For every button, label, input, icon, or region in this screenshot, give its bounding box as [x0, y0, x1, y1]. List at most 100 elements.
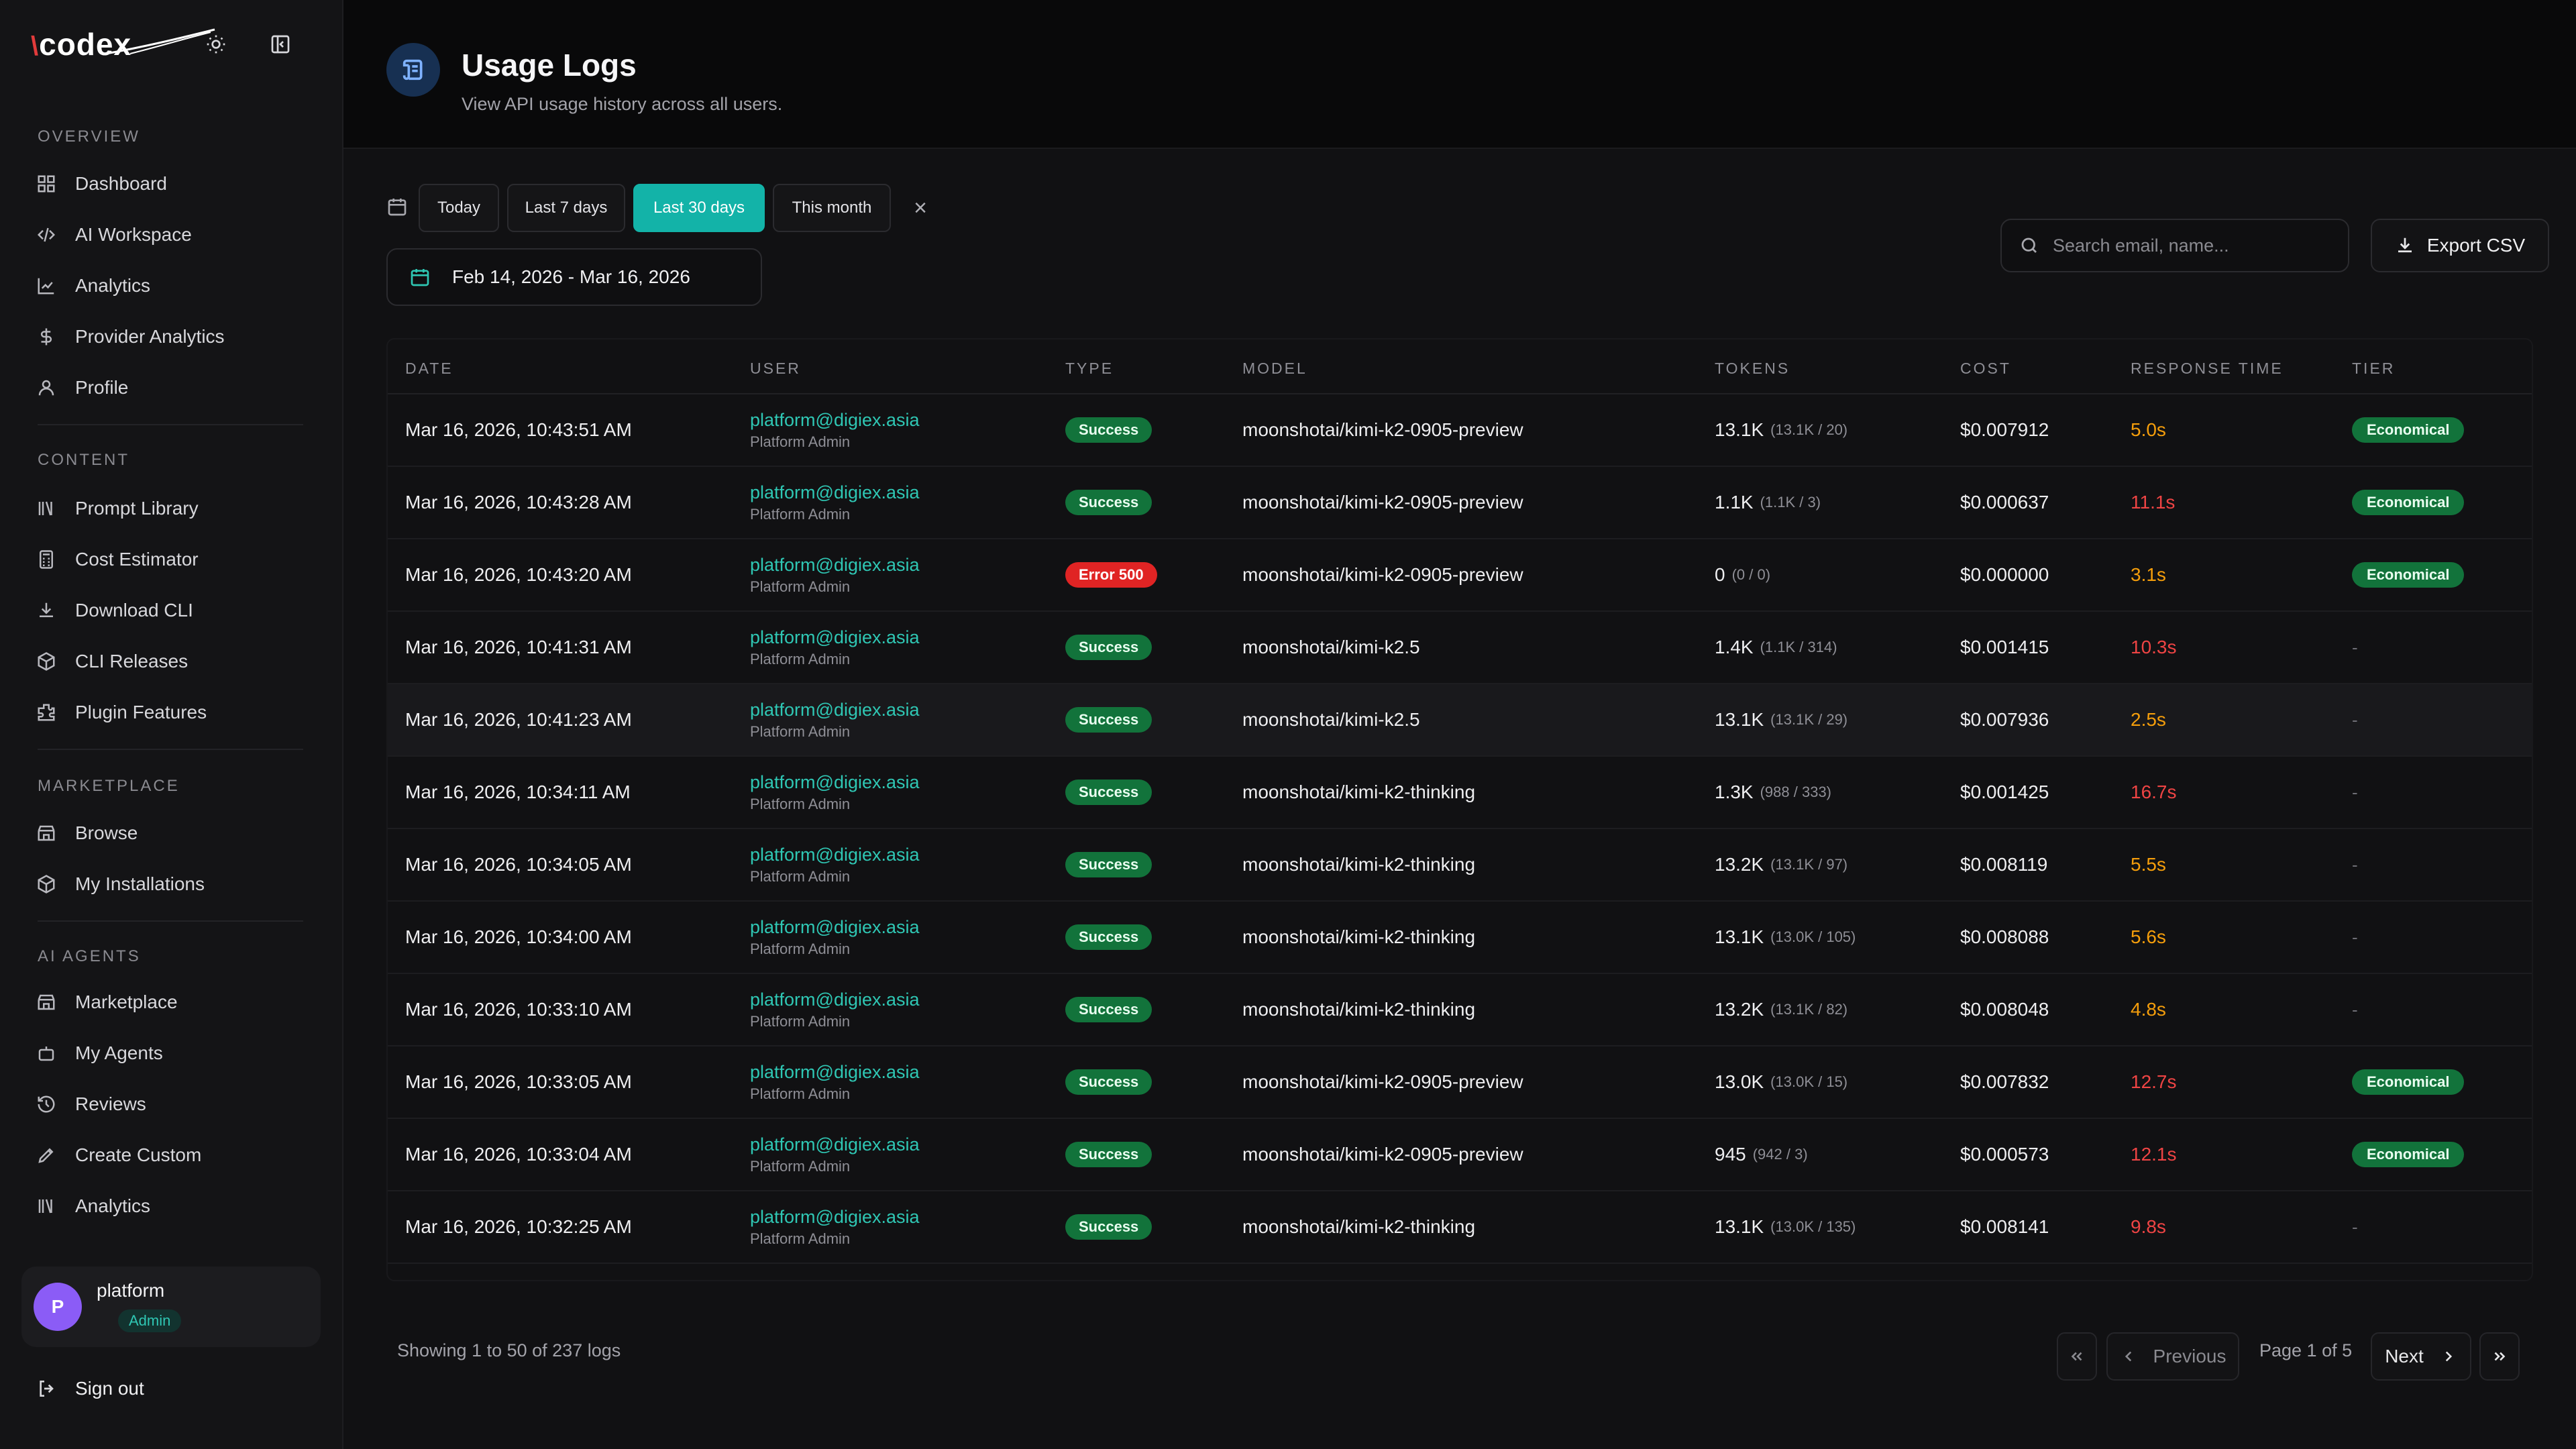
sidebar-item-download-cli[interactable]: Download CLI — [36, 592, 193, 629]
table-row[interactable]: Mar 16, 2026, 10:33:10 AM platform@digiex… — [388, 974, 2532, 1046]
cell-model: moonshotai/kimi-k2-0905-preview — [1242, 492, 1523, 513]
sign-out-button[interactable]: Sign out — [36, 1378, 144, 1399]
brand-logo[interactable]: \codex — [31, 24, 215, 64]
tokens-detail: (13.0K / 105) — [1770, 928, 1856, 945]
sidebar-item-analytics[interactable]: Analytics — [36, 1187, 150, 1225]
previous-page-button[interactable]: Previous — [2106, 1332, 2239, 1381]
tokens-detail: (13.0K / 135) — [1770, 1218, 1856, 1235]
avatar: P — [34, 1283, 82, 1331]
column-model[interactable]: MODEL — [1242, 360, 1307, 377]
cell-model: moonshotai/kimi-k2-thinking — [1242, 926, 1476, 947]
user-email-link[interactable]: platform@digiex.asia — [750, 771, 920, 792]
sidebar-item-ai-workspace[interactable]: AI Workspace — [36, 216, 192, 254]
sidebar-item-my-agents[interactable]: My Agents — [36, 1034, 163, 1072]
preset-today-button[interactable]: Today — [419, 184, 499, 232]
sidebar-item-prompt-library[interactable]: Prompt Library — [36, 490, 199, 527]
user-role: Platform Admin — [750, 1085, 851, 1102]
cell-date: Mar 16, 2026, 10:33:05 AM — [405, 1071, 632, 1092]
cell-date: Mar 16, 2026, 10:33:04 AM — [405, 1144, 632, 1165]
preset-last-30-days-button[interactable]: Last 30 days — [633, 184, 765, 232]
browse-icon — [38, 825, 55, 841]
sidebar-item-reviews[interactable]: Reviews — [36, 1085, 146, 1123]
cell-cost: $0.007936 — [1960, 709, 2049, 730]
user-card[interactable]: P platform Admin — [21, 1267, 321, 1347]
column-cost[interactable]: COST — [1960, 360, 2011, 377]
sidebar: \codex OVERVIEW Dashboard AI Workspace Anal… — [0, 0, 343, 1449]
user-email-link[interactable]: platform@digiex.asia — [750, 1134, 920, 1155]
cell-model: moonshotai/kimi-k2-thinking — [1242, 782, 1476, 802]
user-role: Platform Admin — [750, 795, 851, 812]
status-badge: Success — [1065, 852, 1152, 877]
export-csv-button[interactable]: Export CSV — [2371, 219, 2549, 272]
table-row[interactable]: Mar 16, 2026, 10:43:20 AM platform@digiex… — [388, 539, 2532, 612]
preset-last-7-days-button[interactable]: Last 7 days — [507, 184, 625, 232]
download-cli-icon — [40, 602, 53, 617]
sidebar-item-provider-analytics[interactable]: Provider Analytics — [36, 318, 225, 356]
table-row[interactable]: Mar 16, 2026, 10:34:00 AM platform@digiex… — [388, 902, 2532, 974]
tokens-detail: (942 / 3) — [1752, 1146, 1808, 1163]
column-user[interactable]: USER — [750, 360, 801, 377]
cell-tokens: 945 (942 / 3) — [1715, 1119, 1808, 1190]
my-installations-icon — [38, 875, 55, 894]
first-page-button[interactable] — [2057, 1332, 2097, 1381]
sidebar-item-cli-releases[interactable]: CLI Releases — [36, 643, 188, 680]
sidebar-item-label: Marketplace — [75, 991, 178, 1012]
main-content: Today Last 7 days Last 30 days This mont… — [343, 149, 2576, 1449]
preset-this-month-button[interactable]: This month — [773, 184, 891, 232]
search-input[interactable] — [2053, 235, 2334, 256]
cli-releases-icon — [38, 652, 55, 671]
table-row[interactable]: Mar 16, 2026, 10:32:25 AM platform@digiex… — [388, 1191, 2532, 1264]
collapse-sidebar-icon[interactable] — [266, 30, 295, 59]
sidebar-item-create-custom[interactable]: Create Custom — [36, 1136, 201, 1174]
sidebar-item-my-installations[interactable]: My Installations — [36, 865, 205, 903]
user-email-link[interactable]: platform@digiex.asia — [750, 1061, 920, 1082]
tokens-detail: (0 / 0) — [1731, 566, 1771, 583]
table-row[interactable]: Mar 16, 2026, 10:43:51 AM platform@digiex… — [388, 394, 2532, 467]
sidebar-item-label: Analytics — [75, 1195, 151, 1216]
search-field[interactable] — [2000, 219, 2349, 272]
tokens-detail: (988 / 333) — [1760, 784, 1832, 800]
user-email-link[interactable]: platform@digiex.asia — [750, 916, 920, 937]
sidebar-item-marketplace[interactable]: Marketplace — [36, 983, 178, 1021]
column-response-time[interactable]: RESPONSE TIME — [2131, 360, 2284, 377]
cell-model: moonshotai/kimi-k2-0905-preview — [1242, 1071, 1523, 1092]
user-role: Platform Admin — [750, 505, 851, 523]
sidebar-item-plugin-features[interactable]: Plugin Features — [36, 694, 207, 731]
table-row[interactable]: Mar 16, 2026, 10:34:05 AM platform@digiex… — [388, 829, 2532, 902]
table-row[interactable]: Mar 16, 2026, 10:43:28 AM platform@digiex… — [388, 467, 2532, 539]
table-row[interactable]: Mar 16, 2026, 10:41:31 AM platform@digiex… — [388, 612, 2532, 684]
column-type[interactable]: TYPE — [1065, 360, 1114, 377]
user-email-link[interactable]: platform@digiex.asia — [750, 989, 920, 1010]
user-email-link[interactable]: platform@digiex.asia — [750, 844, 920, 865]
column-date[interactable]: DATE — [405, 360, 453, 377]
sidebar-item-browse[interactable]: Browse — [36, 814, 138, 852]
date-range-picker[interactable]: Feb 14, 2026 - Mar 16, 2026 — [386, 248, 762, 306]
column-tier[interactable]: TIER — [2352, 360, 2396, 377]
table-row[interactable]: Mar 16, 2026, 10:34:11 AM platform@digiex… — [388, 757, 2532, 829]
tier-empty: - — [2352, 854, 2358, 875]
cell-model: moonshotai/kimi-k2.5 — [1242, 709, 1420, 730]
user-email-link[interactable]: platform@digiex.asia — [750, 699, 920, 720]
sidebar-item-profile[interactable]: Profile — [36, 369, 128, 407]
last-page-button[interactable] — [2479, 1332, 2520, 1381]
table-row[interactable]: Mar 16, 2026, 10:41:23 AM platform@digiex… — [388, 684, 2532, 757]
user-email-link[interactable]: platform@digiex.asia — [750, 554, 920, 575]
table-row[interactable]: Mar 16, 2026, 10:33:05 AM platform@digiex… — [388, 1046, 2532, 1119]
user-email-link[interactable]: platform@digiex.asia — [750, 1206, 920, 1227]
next-page-button[interactable]: Next — [2371, 1332, 2471, 1381]
table-row[interactable]: Mar 16, 2026, 10:33:04 AM platform@digiex… — [388, 1119, 2532, 1191]
user-email-link[interactable]: platform@digiex.asia — [750, 409, 920, 430]
sidebar-item-label: CLI Releases — [75, 651, 189, 672]
cell-tokens: 13.1K (13.1K / 20) — [1715, 394, 1847, 466]
theme-toggle-icon[interactable] — [201, 30, 231, 59]
sidebar-item-dashboard[interactable]: Dashboard — [36, 165, 167, 203]
column-tokens[interactable]: TOKENS — [1715, 360, 1790, 377]
cell-model: moonshotai/kimi-k2-0905-preview — [1242, 419, 1523, 440]
sidebar-item-cost-estimator[interactable]: Cost Estimator — [36, 541, 199, 578]
clear-filter-icon[interactable]: × — [914, 195, 927, 221]
user-email-link[interactable]: platform@digiex.asia — [750, 627, 920, 647]
cell-tokens: 0 (0 / 0) — [1715, 539, 1770, 610]
cell-tier: - — [2352, 829, 2358, 900]
user-email-link[interactable]: platform@digiex.asia — [750, 482, 920, 502]
sidebar-item-analytics[interactable]: Analytics — [36, 267, 150, 305]
